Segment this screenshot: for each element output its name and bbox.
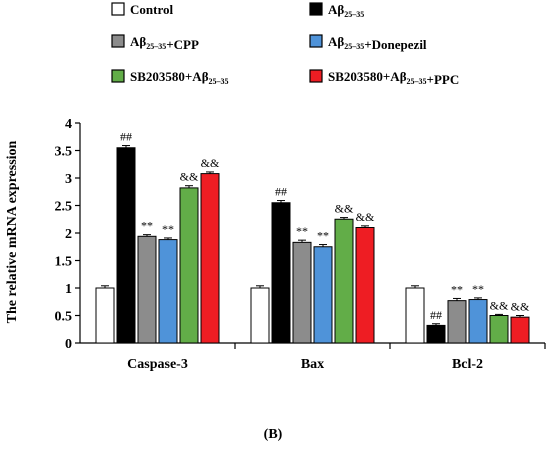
y-tick-label: 2.5 [55,200,73,215]
significance-label: ## [275,185,287,199]
y-tick-label: 3.5 [55,145,73,160]
y-tick-label: 0.5 [55,310,73,325]
y-tick-label: 1.5 [55,255,73,270]
bar [468,299,488,344]
significance-label: ## [430,308,442,322]
significance-label: && [201,156,220,170]
y-tick-label: 1 [65,282,72,297]
bar [137,235,157,344]
bar [179,187,199,344]
bar [116,147,136,344]
y-tick-label: 2 [65,227,72,242]
bar [426,324,446,344]
significance-label: && [356,210,375,224]
bar [355,227,375,344]
legend-label: SB203580+Aβ25–35 [130,69,229,86]
bar [489,315,509,344]
legend-swatch [111,34,125,48]
legend-swatch [309,2,323,16]
y-axis-label: The relative mRNA expression [5,140,20,323]
bar [250,287,270,344]
legend: Control Aβ25–35 Aβ25–35+CPP Aβ25–35+Donepez… [111,2,459,87]
significance-label: ** [141,219,153,233]
y-tick-label: 4 [65,117,72,132]
panel-label: (B) [264,427,283,442]
y-tick-label: 0 [65,337,72,352]
bar [292,241,312,344]
legend-label: Aβ25–35+Donepezil [328,34,427,52]
bar [271,202,291,344]
legend-label: Aβ25–35+CPP [130,34,199,52]
bar [95,287,115,344]
legend-swatch [309,69,323,83]
x-tick-label: Bax [301,357,324,372]
bar [405,287,425,344]
bar [200,173,220,344]
legend-swatch [111,2,125,16]
legend-label: Control [130,2,173,17]
significance-label: && [490,298,509,312]
bar [334,218,354,344]
x-tick-label: Bcl-2 [452,357,483,372]
significance-label: ** [317,229,329,243]
significance-label: ** [472,282,484,296]
bar [313,246,333,344]
significance-label: && [180,170,199,184]
legend-swatch [111,69,125,83]
significance-label: ** [296,224,308,238]
bar [158,239,178,344]
significance-label: && [335,202,354,216]
bar [447,300,467,344]
legend-label: Aβ25–35 [328,2,364,19]
legend-swatch [309,34,323,48]
legend-label: SB203580+Aβ25–35+PPC [328,69,459,87]
y-tick-label: 3 [65,172,72,187]
bar [510,316,530,344]
significance-label: ** [162,222,174,236]
significance-label: ## [120,130,132,144]
significance-label: && [511,300,530,314]
x-tick-label: Caspase-3 [127,357,188,372]
significance-label: ** [451,282,463,296]
